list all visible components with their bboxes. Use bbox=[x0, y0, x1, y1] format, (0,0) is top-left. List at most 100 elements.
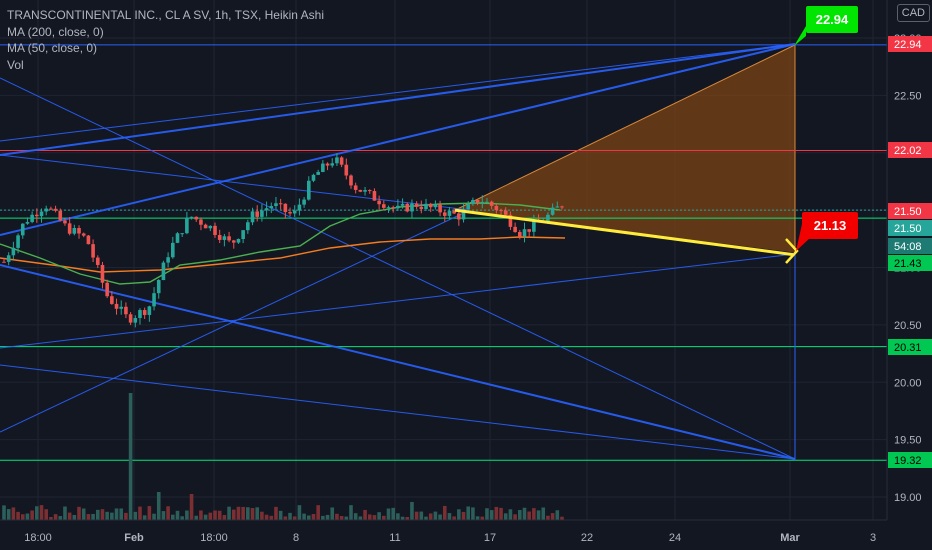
projection-zone bbox=[455, 44, 795, 253]
candle-body bbox=[386, 207, 391, 209]
volume-bar bbox=[292, 516, 297, 520]
volume-bar bbox=[199, 510, 203, 520]
volume-bar bbox=[236, 506, 241, 520]
candle-body bbox=[438, 204, 442, 213]
volume-bar bbox=[20, 514, 25, 520]
candle-body bbox=[180, 233, 184, 235]
candle-body bbox=[485, 201, 489, 203]
currency-button[interactable]: CAD bbox=[896, 4, 930, 22]
price-tick-label: 19.50 bbox=[894, 435, 922, 447]
time-tick-label: 22 bbox=[581, 532, 593, 544]
price-tick-label: 19.00 bbox=[894, 492, 922, 504]
price-tick-label: 20.00 bbox=[894, 377, 922, 389]
candle-body bbox=[527, 229, 531, 232]
volume-bar bbox=[541, 507, 546, 520]
candle-body bbox=[382, 204, 386, 208]
volume-bar bbox=[452, 516, 456, 520]
price-label-bg bbox=[888, 220, 932, 236]
trend-line bbox=[0, 253, 796, 349]
volume-bar bbox=[250, 508, 255, 520]
candle-body bbox=[16, 235, 20, 248]
volume-bar bbox=[555, 510, 560, 520]
volume-bar bbox=[185, 510, 189, 520]
candle-body bbox=[372, 191, 377, 201]
candle-body bbox=[405, 203, 410, 212]
volume-bar bbox=[536, 510, 541, 520]
candle-body bbox=[288, 212, 292, 214]
candle-body bbox=[166, 257, 170, 263]
candle-body bbox=[156, 280, 161, 294]
time-tick-label: 11 bbox=[389, 532, 400, 544]
price-label-text: 22.94 bbox=[894, 39, 922, 51]
candle-body bbox=[269, 206, 274, 209]
candle-body bbox=[339, 157, 344, 165]
volume-bar bbox=[297, 505, 302, 520]
candle-body bbox=[344, 164, 349, 176]
volume-bar bbox=[161, 511, 166, 520]
candle-body bbox=[264, 208, 269, 211]
candle-body bbox=[39, 211, 44, 217]
time-tick-label: Feb bbox=[124, 532, 144, 544]
price-label-countdown: 54:08 bbox=[888, 238, 932, 254]
price-label-text: 54:08 bbox=[894, 241, 922, 253]
volume-bar bbox=[91, 513, 95, 520]
volume-bar bbox=[260, 511, 264, 520]
candle-body bbox=[114, 303, 119, 309]
candle-body bbox=[292, 210, 297, 214]
price-label-text: 22.02 bbox=[894, 145, 922, 157]
volume-bar bbox=[363, 509, 367, 520]
candles bbox=[2, 153, 564, 328]
volume-bar bbox=[367, 514, 372, 520]
candle-body bbox=[283, 203, 288, 213]
candle-body bbox=[466, 204, 471, 210]
candle-body bbox=[494, 205, 499, 211]
volume-bar bbox=[175, 510, 180, 520]
candle-body bbox=[194, 216, 199, 220]
volume-bar bbox=[386, 508, 391, 520]
volume-bar bbox=[527, 511, 531, 520]
volume-bar bbox=[166, 506, 170, 520]
volume-bar bbox=[67, 512, 72, 520]
candle-body bbox=[25, 222, 30, 224]
volume-bar bbox=[311, 513, 316, 520]
volume-bar bbox=[119, 508, 124, 520]
candle-body bbox=[428, 203, 433, 208]
time-axis: 18:00 Feb 18:00 8 11 17 22 24 Mar 3 bbox=[0, 519, 887, 544]
volume-bar bbox=[194, 515, 199, 520]
volume-bar bbox=[255, 507, 260, 520]
candle-body bbox=[236, 238, 241, 243]
volume-bar bbox=[410, 502, 414, 520]
time-tick-label: 3 bbox=[870, 532, 876, 544]
volume-bar bbox=[156, 492, 161, 520]
candle-body bbox=[302, 199, 306, 205]
candle-body bbox=[503, 210, 508, 215]
volume-bar bbox=[424, 516, 428, 520]
volume-bar bbox=[513, 514, 517, 520]
volume-bar bbox=[288, 512, 292, 520]
candle-body bbox=[306, 180, 311, 200]
trend-line bbox=[0, 364, 796, 460]
trend-line bbox=[0, 264, 796, 460]
candle-body bbox=[349, 175, 353, 186]
candle-body bbox=[72, 227, 77, 234]
candle-body bbox=[63, 220, 67, 224]
volume-bar bbox=[58, 516, 63, 520]
price-tick-label: 20.50 bbox=[894, 320, 922, 332]
volume-bar bbox=[6, 509, 11, 520]
volume-bar bbox=[447, 513, 452, 520]
volume-bar bbox=[171, 514, 175, 520]
time-tick-label: Mar bbox=[780, 532, 800, 544]
price-label-text: 21.43 bbox=[894, 258, 922, 270]
volume-bar bbox=[208, 512, 213, 520]
volume-bar bbox=[274, 506, 278, 520]
candle-body bbox=[30, 214, 34, 223]
volume-bar bbox=[349, 505, 353, 520]
volume-bar bbox=[494, 506, 499, 520]
volume-bar bbox=[532, 508, 536, 520]
candle-body bbox=[11, 247, 16, 256]
price-tick-label: 22.50 bbox=[894, 90, 922, 102]
candle-body bbox=[133, 318, 138, 323]
candle-body bbox=[321, 163, 325, 172]
